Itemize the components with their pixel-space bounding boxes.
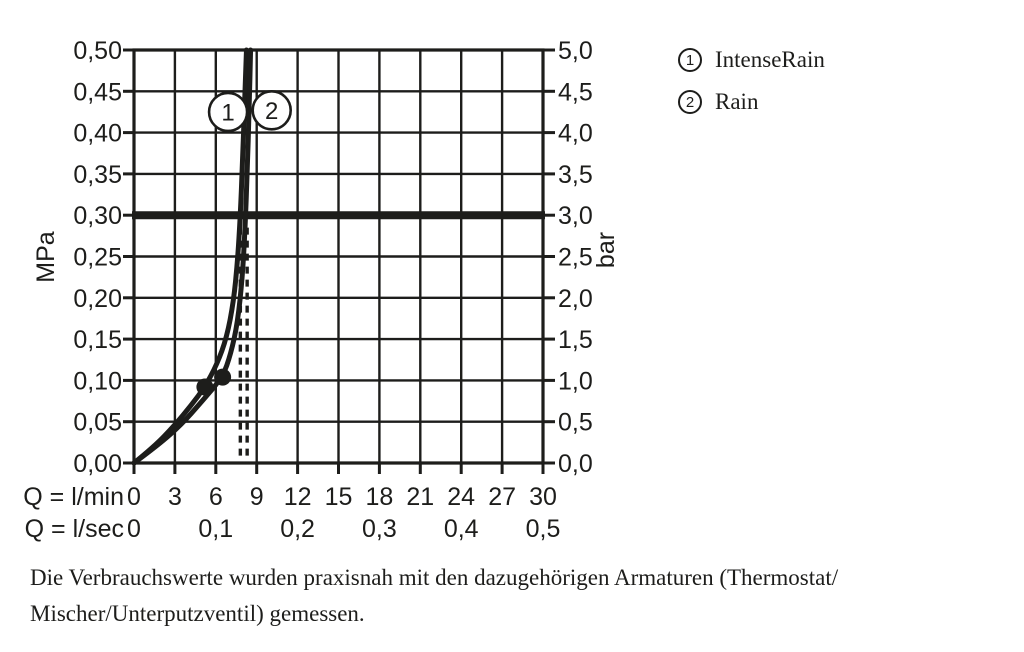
footnote: Die Verbrauchswerte wurden praxisnah mit… [30,560,990,632]
x-axis-tick-label-lmin: 12 [284,483,312,511]
footnote-line-2: Mischer/Unterputzventil) gemessen. [30,601,365,626]
y-axis-tick-label-mpa: 0,50 [73,37,122,65]
x-axis-tick-label-lmin: 15 [325,483,353,511]
y-axis-tick-label-bar: 0,5 [558,409,593,437]
curve-number-label-2: 2 [265,98,278,125]
legend-item-intenserain: 1 IntenseRain [678,47,825,73]
y-axis-tick-label-bar: 1,5 [558,326,593,354]
legend-label-rain: Rain [715,89,759,114]
y-axis-tick-label-mpa: 0,00 [73,450,122,478]
y-axis-tick-label-mpa: 0,25 [73,244,122,272]
curve-number-circle-1 [207,91,249,133]
curve-rain [131,47,254,466]
x-axis-tick-label-lsec: 0 [127,515,141,543]
x-axis-tick-label-lsec: 0,2 [280,515,315,543]
y-axis-tick-label-bar: 5,0 [558,37,593,65]
y-axis-tick-label-bar: 2,5 [558,244,593,272]
y-axis-tick-label-mpa: 0,10 [73,367,122,395]
x-axis-tick-label-lsec: 0,1 [198,515,233,543]
legend-label-intenserain: IntenseRain [715,47,825,72]
legend-circled-2-icon: 2 [678,90,702,114]
flow-chart: 0,00 0,00,05 0,50,10 1,00,15 1,50,20 2,00,25 2… [23,37,620,543]
x-axis-tick-label-lmin: 27 [488,483,516,511]
y-axis-tick-label-mpa: 0,15 [73,326,122,354]
x-axis-tick-label-lsec: 0,4 [444,515,479,543]
axis-unit-mpa: MPa [32,231,60,283]
x-axis-tick-label-lmin: 0 [127,483,141,511]
curve-intenserain [131,47,249,466]
x-axis-tick-label-lmin: 9 [250,483,264,511]
y-axis-tick-label-mpa: 0,05 [73,409,122,437]
x-axis-tick-label-lsec: 0,3 [362,515,397,543]
y-axis-tick-label-bar: 0,0 [558,450,593,478]
y-axis-tick-label-bar: 2,0 [558,285,593,313]
y-axis-tick-label-bar: 3,5 [558,161,593,189]
y-axis-tick-label-bar: 1,0 [558,367,593,395]
y-axis-tick-label-mpa: 0,40 [73,120,122,148]
flow-row-label-lsec: Q = l/sec [25,515,124,543]
y-axis-tick-label-bar: 4,5 [558,78,593,106]
x-axis-tick-label-lsec: 0,5 [526,515,561,543]
flow-marker-dot-intenserain [196,378,214,396]
legend-circled-1-icon: 1 [678,48,702,72]
curve-number-circle-2 [251,89,292,131]
x-axis-tick-label-lmin: 30 [529,483,557,511]
y-axis-tick-label-mpa: 0,45 [73,78,122,106]
axis-unit-bar: bar [592,232,620,268]
flow-row-label-lmin: Q = l/min [23,483,124,511]
x-axis-tick-label-lmin: 6 [209,483,223,511]
x-axis-tick-label-lmin: 3 [168,483,182,511]
y-axis-tick-label-mpa: 0,20 [73,285,122,313]
y-axis-tick-label-mpa: 0,35 [73,161,122,189]
chart-legend: 1 IntenseRain 2 Rain [678,47,825,131]
y-axis-tick-label-bar: 3,0 [558,202,593,230]
y-axis-tick-label-bar: 4,0 [558,120,593,148]
y-axis-tick-label-mpa: 0,30 [73,202,122,230]
legend-item-rain: 2 Rain [678,89,825,115]
flow-marker-dot-rain [214,368,232,386]
x-axis-tick-label-lmin: 21 [406,483,434,511]
x-axis-tick-label-lmin: 18 [365,483,393,511]
x-axis-tick-label-lmin: 24 [447,483,475,511]
footnote-line-1: Die Verbrauchswerte wurden praxisnah mit… [30,565,839,590]
curve-number-label-1: 1 [221,99,234,126]
